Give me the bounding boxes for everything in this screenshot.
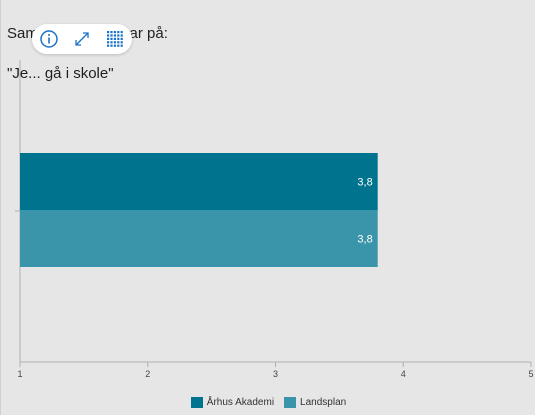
x-tick-label: 5 [528, 369, 533, 379]
bar-2[interactable] [20, 210, 378, 267]
x-tick-label: 4 [401, 369, 406, 379]
x-tick-label: 3 [273, 369, 278, 379]
chart-legend: Århus Akademi Landsplan [1, 397, 535, 408]
legend-item[interactable]: Århus Akademi [190, 397, 275, 408]
legend-swatch [284, 397, 297, 408]
x-tick-label: 2 [145, 369, 150, 379]
legend-swatch [190, 397, 203, 408]
bar-value-label: 3,8 [357, 177, 372, 189]
grid-icon[interactable] [104, 28, 126, 50]
bar-1[interactable] [20, 153, 378, 210]
info-icon[interactable] [38, 28, 60, 50]
legend-item[interactable]: Landsplan [284, 397, 346, 408]
chart-toolbar [32, 24, 132, 54]
legend-label: Århus Akademi [206, 397, 275, 408]
x-tick-label: 1 [17, 369, 22, 379]
chart-title-line2: "Je... gå i skole" [7, 65, 114, 82]
bar-value-label: 3,8 [357, 234, 372, 246]
expand-icon[interactable] [71, 28, 93, 50]
legend-label: Landsplan [300, 397, 347, 408]
